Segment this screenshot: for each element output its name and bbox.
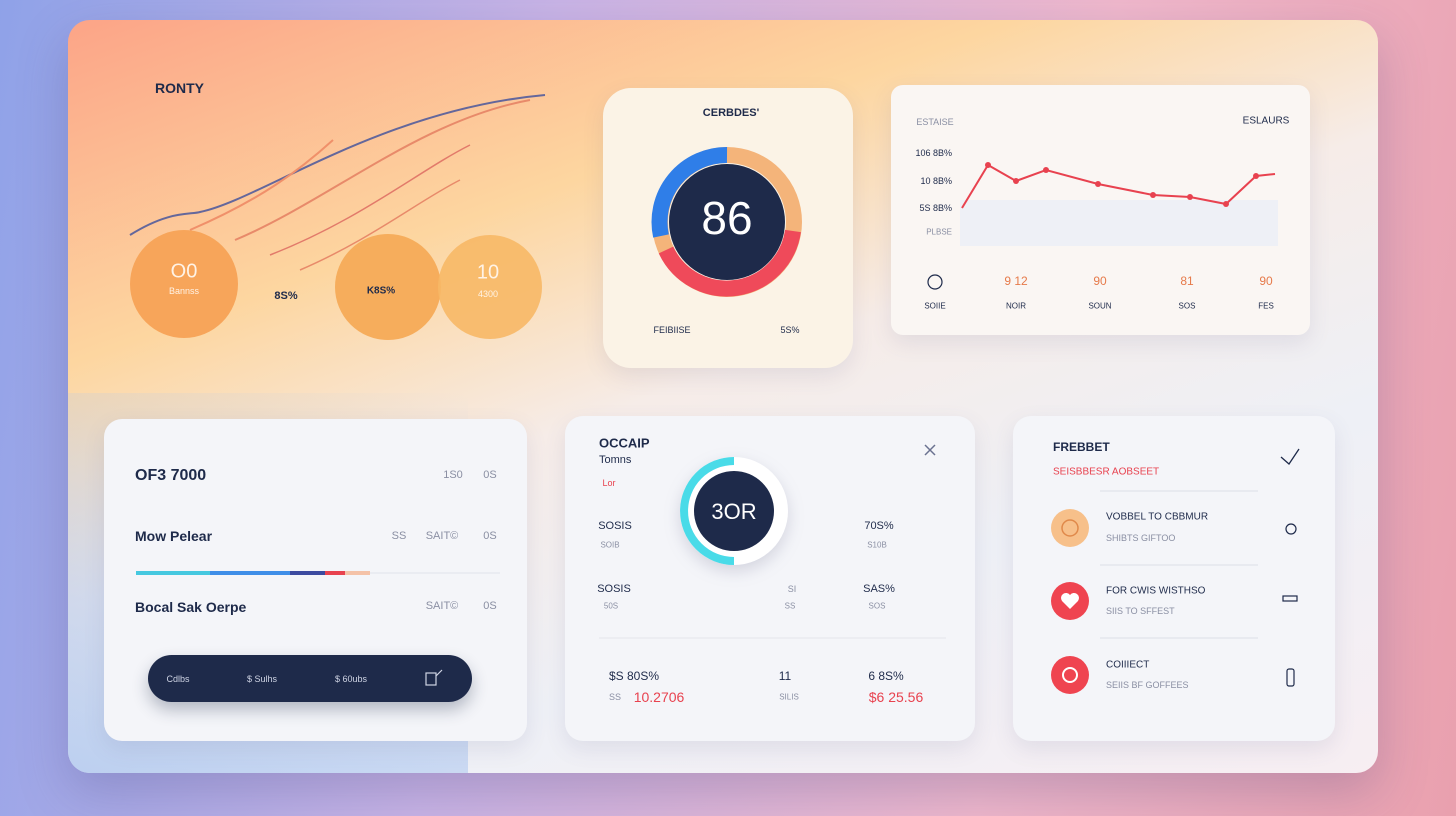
row-value: SS	[391, 530, 407, 542]
grid-caption: SOS	[868, 601, 886, 611]
stat-label: SOS	[1178, 301, 1196, 311]
circle-caption: 4300	[477, 289, 499, 299]
detail-card	[565, 416, 975, 741]
circle-value: K8S%	[366, 285, 396, 297]
row-label: OF3 7000	[135, 467, 207, 484]
row-label: Bocal Sak Oerpe	[135, 599, 247, 615]
grid-value: SI	[787, 584, 797, 594]
alert-caption: SHIBTS GIFTOO	[1106, 533, 1176, 543]
gauge-footer-value: 5S%	[780, 325, 800, 335]
stat-label: NOIR	[1006, 301, 1026, 311]
grid-caption: SOIB	[600, 540, 620, 550]
row-value: SAIT©	[425, 600, 459, 612]
total-amount: SILIS	[779, 692, 799, 702]
pill-item[interactable]: Cdlbs	[166, 674, 190, 684]
row-value: SAIT©	[425, 530, 459, 542]
hero-circle	[130, 230, 238, 338]
row-label: Mow Pelear	[135, 528, 213, 544]
gauge-value: 86	[701, 192, 753, 244]
detail-gauge-value: 3OR	[711, 499, 757, 524]
alert-title[interactable]: COIIIECT	[1106, 659, 1150, 671]
grid-value: SOSIS	[598, 520, 632, 532]
pill-item[interactable]: $ Sulhs	[246, 674, 278, 684]
hero-circle	[438, 235, 542, 339]
stat-label: FES	[1258, 301, 1274, 311]
hero-title: RONTY	[155, 80, 204, 96]
stat-label: SOUN	[1088, 301, 1112, 311]
trend-stat: 90	[1093, 274, 1107, 288]
hero-circle	[335, 234, 441, 340]
alerts-subtitle: SEISBBESR AOBSEET	[1053, 466, 1160, 478]
row-value: 0S	[483, 530, 497, 542]
total-value: 11	[778, 669, 792, 683]
total-amount: $6 25.56	[868, 689, 924, 705]
detail-title: OCCAIP	[599, 435, 650, 451]
total-amount: 10.2706	[633, 689, 685, 705]
circle-value: O0	[170, 260, 198, 283]
trend-stat: 9 12	[1004, 274, 1028, 288]
trend-legend: ESLAURS	[1242, 115, 1290, 127]
total-value: $S 80S%	[608, 669, 660, 683]
grid-caption: S10B	[867, 540, 887, 550]
grid-value: 70S%	[864, 520, 894, 532]
row-value: 0S	[483, 600, 497, 612]
detail-subtitle: Tomns	[599, 454, 632, 466]
alert-title[interactable]: FOR CWIS WISTHSO	[1106, 585, 1206, 597]
total-value: 6 8S%	[868, 669, 904, 683]
alert-caption: SIIS TO SFFEST	[1106, 606, 1175, 616]
row-value: 0S	[483, 469, 497, 481]
alert-title[interactable]: VOBBEL TO CBBMUR	[1106, 511, 1209, 523]
action-pill[interactable]	[148, 655, 472, 702]
pill-item[interactable]: $ 60ubs	[334, 674, 368, 684]
grid-caption: 50S	[603, 601, 619, 611]
y-label: 5S 8B%	[919, 203, 952, 213]
total-prefix: SS	[608, 692, 622, 702]
hero-label: 8S%	[274, 290, 298, 302]
trend-stat: 90	[1259, 274, 1273, 288]
alerts-title: FREBBET	[1053, 440, 1110, 454]
y-label: 10 8B%	[920, 176, 952, 186]
trend-stat: 81	[1180, 274, 1194, 288]
gauge-title: CERBDES'	[702, 107, 760, 119]
alert-caption: SEIIS BF GOFFEES	[1106, 680, 1189, 690]
row-value: 1S0	[443, 469, 463, 481]
y-label: PLBSE	[926, 227, 952, 237]
stat-label: SOIIE	[924, 301, 946, 311]
grid-value: SOSIS	[597, 583, 631, 595]
grid-caption: SS	[784, 601, 796, 611]
gauge-footer-label: FEIBIISE	[653, 325, 691, 335]
circle-value: 10	[476, 261, 500, 284]
y-label: 106 8B%	[915, 148, 952, 158]
circle-caption: Bannss	[168, 286, 200, 296]
trend-title: ESTAISE	[916, 117, 954, 127]
grid-value: SAS%	[863, 583, 895, 595]
detail-tag: Lor	[602, 478, 616, 488]
